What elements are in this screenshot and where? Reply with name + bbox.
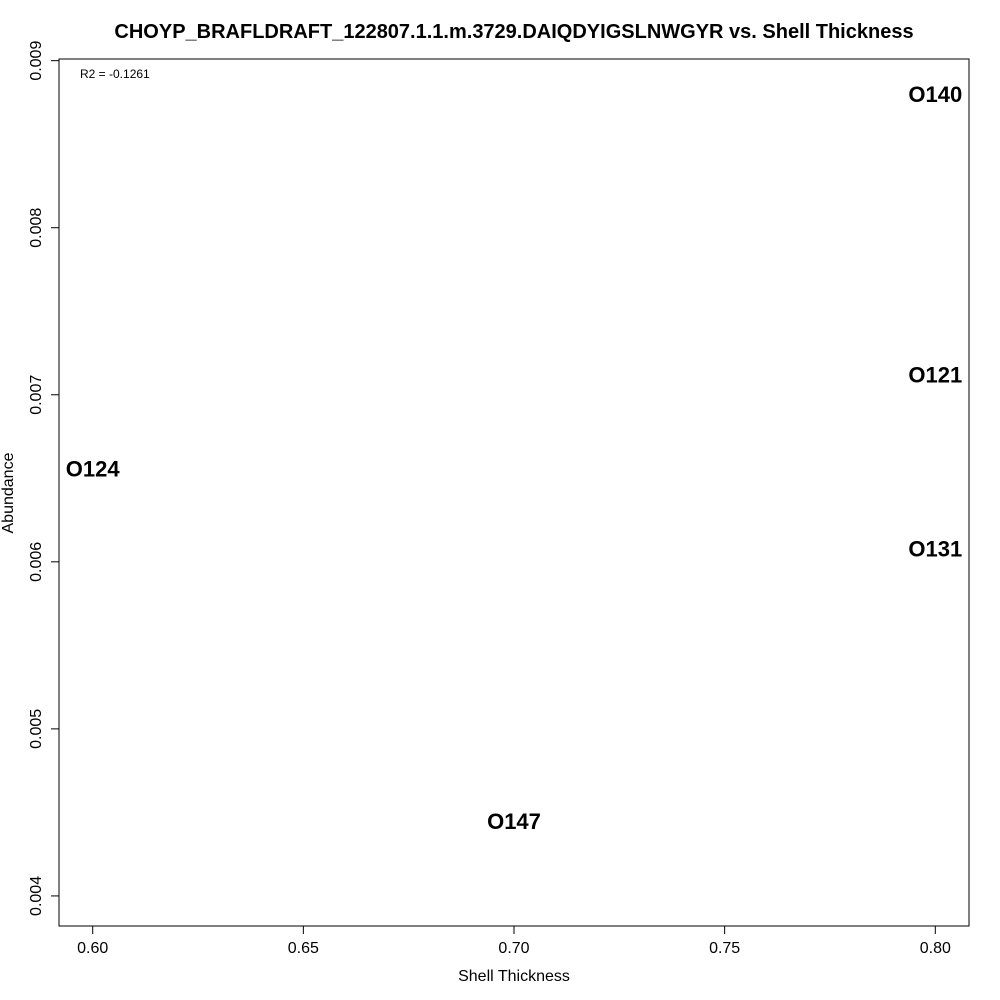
- chart-title: CHOYP_BRAFLDRAFT_122807.1.1.m.3729.DAIQD…: [114, 21, 913, 43]
- y-axis-label: Abundance: [0, 452, 17, 533]
- point-label-o124: O124: [66, 456, 121, 481]
- plot-frame: [58, 58, 970, 927]
- x-tick-label: 0.75: [709, 940, 740, 957]
- y-tick-label: 0.006: [28, 542, 45, 582]
- x-axis-label: Shell Thickness: [458, 968, 570, 985]
- data-points: O140 O121 O124 O131 O147: [66, 82, 962, 834]
- x-tick-label: 0.80: [920, 940, 951, 957]
- r2-annotation: R2 = -0.1261: [80, 67, 150, 81]
- point-label-o121: O121: [908, 363, 962, 388]
- x-tick-label: 0.60: [77, 940, 108, 957]
- point-label-o131: O131: [908, 536, 962, 561]
- point-label-o147: O147: [487, 809, 541, 834]
- x-tick-label: 0.65: [288, 940, 319, 957]
- y-tick-label: 0.008: [28, 208, 45, 248]
- x-axis: 0.60 0.65 0.70 0.75 0.80: [77, 926, 951, 957]
- y-tick-label: 0.007: [28, 375, 45, 415]
- y-tick-label: 0.009: [28, 41, 45, 81]
- y-tick-label: 0.004: [28, 876, 45, 916]
- point-label-o140: O140: [908, 82, 962, 107]
- y-axis: 0.004 0.005 0.006 0.007 0.008 0.009: [28, 41, 59, 916]
- y-tick-label: 0.005: [28, 709, 45, 749]
- x-tick-label: 0.70: [498, 940, 529, 957]
